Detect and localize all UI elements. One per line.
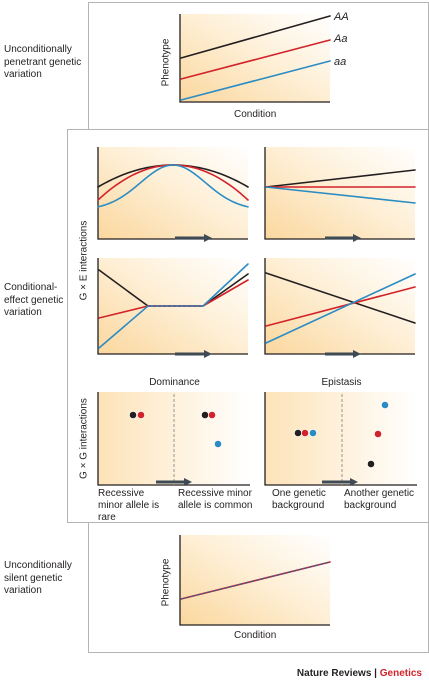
epistasis-dot-right-aa bbox=[381, 401, 389, 409]
top-line-aa bbox=[180, 60, 331, 101]
dominance-arrow-head bbox=[184, 478, 192, 486]
genotype-label-AA: AA bbox=[334, 11, 349, 23]
dominance-dot-right-AA bbox=[201, 411, 209, 419]
dominance-title: Dominance bbox=[149, 377, 200, 388]
bottom-condition-axis-label: Condition bbox=[234, 630, 277, 641]
journal-section: Genetics bbox=[379, 668, 422, 679]
epistasis-title: Epistasis bbox=[321, 377, 362, 388]
epistasis-panel-axes bbox=[264, 392, 417, 486]
journal-credit: Nature Reviews | Genetics bbox=[297, 668, 422, 679]
epistasis-arrow-head bbox=[350, 478, 358, 486]
dominance-left-caption: Recessive minor allele is rare bbox=[98, 488, 160, 523]
epistasis-dot-right-Aa bbox=[374, 430, 382, 438]
genotype-label-aa: aa bbox=[334, 56, 347, 68]
epistasis-dot-left-AA bbox=[294, 429, 302, 437]
gxe-panel-2-background bbox=[265, 147, 415, 239]
gxe1-curve-aa bbox=[97, 164, 249, 208]
dominance-right-caption: Recessive minor allele is common bbox=[178, 488, 253, 511]
epistasis-left-caption: One genetic background bbox=[272, 488, 326, 511]
epistasis-panel-background bbox=[265, 392, 417, 485]
dominance-dot-right-aa bbox=[214, 440, 222, 448]
top-condition-axis-label: Condition bbox=[234, 109, 277, 120]
gxe4-line-aa bbox=[265, 273, 416, 344]
top-line-Aa bbox=[180, 39, 331, 80]
epistasis-dot-right-AA bbox=[367, 460, 375, 468]
genotype-label-Aa: Aa bbox=[334, 33, 348, 45]
dominance-dot-right-Aa bbox=[208, 411, 216, 419]
epistasis-dot-left-Aa bbox=[301, 429, 309, 437]
gxe4-line-Aa bbox=[265, 286, 416, 327]
epistasis-right-caption: Another genetic background bbox=[344, 488, 415, 511]
gxe-panel-1-background bbox=[98, 147, 248, 239]
gxe4-arrow-head bbox=[353, 350, 361, 358]
dominance-panel-axes bbox=[97, 392, 250, 486]
gxe2-line-aa bbox=[265, 186, 416, 204]
journal-name: Nature Reviews bbox=[296, 668, 372, 679]
section-label-unconditionally-silent: Unconditionally silent genetic variation bbox=[4, 560, 72, 596]
gxe4-line-AA bbox=[265, 272, 416, 324]
dominance-dot-left-Aa bbox=[137, 411, 145, 419]
top-line-AA bbox=[180, 15, 331, 59]
gxe-panel-4-axes bbox=[264, 258, 415, 355]
dominance-dot-left-AA bbox=[129, 411, 137, 419]
bottom-plot-axes bbox=[179, 535, 330, 626]
gxe2-arrow-head bbox=[353, 234, 361, 242]
gxe-panel-2-axes bbox=[264, 147, 415, 240]
epistasis-dot-left-aa bbox=[309, 429, 317, 437]
bottom-line-dashed bbox=[180, 561, 331, 600]
top-plot-background bbox=[180, 14, 330, 102]
section-label-unconditionally-penetrant: Unconditionally penetrant genetic variat… bbox=[4, 44, 82, 80]
gxe3-arrow-head bbox=[204, 350, 212, 358]
journal-separator: | bbox=[371, 668, 380, 679]
section-label-conditional-effect: Conditional-effect genetic variation bbox=[4, 282, 64, 318]
gxe2-line-AA bbox=[265, 169, 416, 188]
gxe1-arrow-head bbox=[204, 234, 212, 242]
top-plot-axes bbox=[179, 14, 330, 103]
